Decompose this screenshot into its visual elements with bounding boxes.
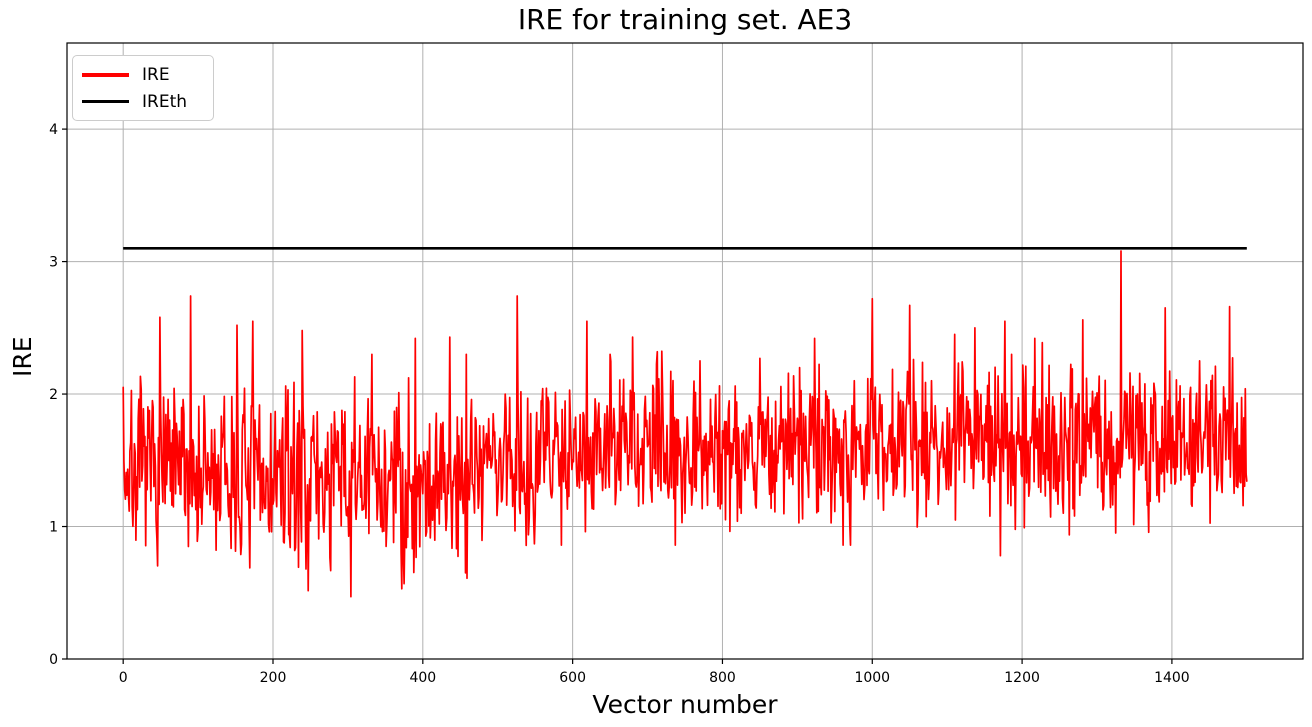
x-axis-label: Vector number — [592, 690, 778, 719]
x-tick-label: 0 — [119, 670, 128, 686]
x-tick-label: 400 — [409, 670, 436, 686]
y-tick-label: 0 — [49, 652, 58, 668]
x-tick-label: 600 — [559, 670, 586, 686]
legend-entry-ire: IRE — [82, 65, 204, 85]
legend: IRE IREth — [72, 55, 214, 121]
ireth-line-sample-icon — [82, 100, 129, 103]
legend-label-ire: IRE — [142, 64, 170, 85]
x-tick-label: 200 — [260, 670, 287, 686]
x-tick-label: 1200 — [1004, 670, 1040, 686]
x-tick-label: 1400 — [1154, 670, 1190, 686]
chart-title: IRE for training set. AE3 — [517, 3, 853, 36]
y-axis-label: IRE — [8, 336, 37, 377]
axes-spines — [66, 42, 1304, 660]
legend-label-ireth: IREth — [142, 91, 188, 112]
ire-series-line — [122, 250, 1248, 598]
x-tick-label: 800 — [709, 670, 736, 686]
y-tick-label: 4 — [49, 122, 58, 138]
y-tick-label: 3 — [49, 255, 58, 271]
legend-entry-ireth: IREth — [82, 92, 204, 112]
y-tick-label: 1 — [49, 520, 58, 536]
y-tick-label: 2 — [49, 387, 58, 403]
x-tick-label: 1000 — [854, 670, 890, 686]
ire-line-sample-icon — [82, 72, 129, 77]
